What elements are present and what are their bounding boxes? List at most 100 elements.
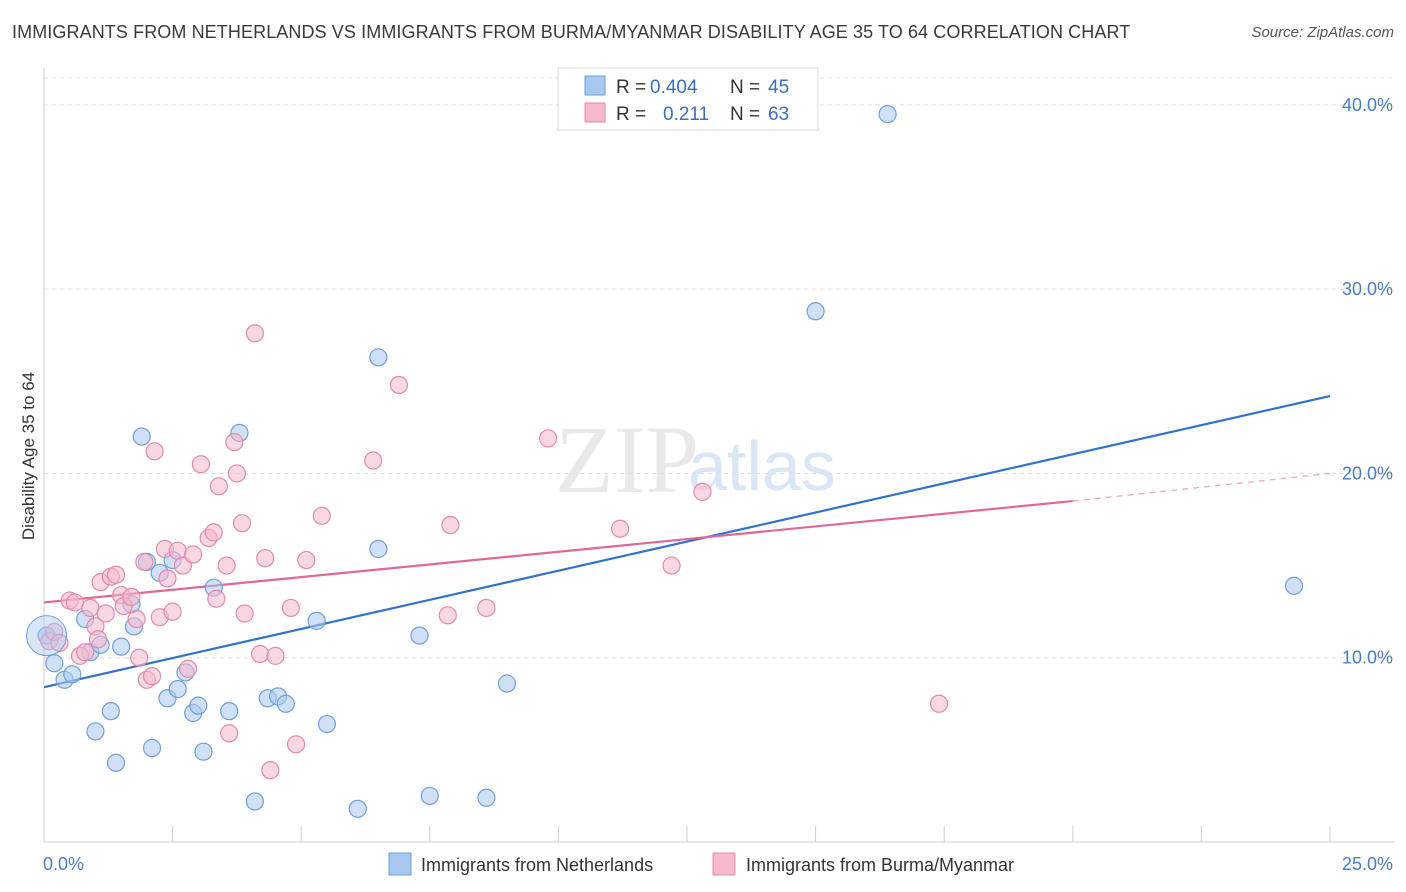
point-burma [127, 609, 146, 629]
point-burma [539, 429, 558, 448]
watermark: ZIP atlas [555, 406, 836, 513]
point-burma [438, 606, 457, 625]
point-netherlands [189, 696, 208, 715]
stats-legend-r-label-2: R = [616, 104, 646, 125]
point-netherlands [45, 654, 64, 673]
x-tick-label-min: 0.0% [43, 854, 84, 874]
trend-line-burma-extension [1072, 472, 1331, 502]
point-burma [364, 451, 383, 470]
point-netherlands [410, 626, 429, 645]
point-netherlands [1284, 576, 1304, 595]
chart-title: IMMIGRANTS FROM NETHERLANDS VS IMMIGRANT… [12, 22, 1131, 42]
point-burma [227, 464, 246, 483]
point-burma [441, 515, 460, 535]
point-netherlands [63, 665, 82, 684]
point-burma [281, 598, 301, 618]
point-burma [204, 523, 223, 542]
point-burma [145, 442, 164, 461]
point-burma [662, 556, 681, 575]
point-netherlands [369, 539, 388, 559]
point-burma [88, 630, 108, 649]
point-burma [286, 735, 306, 754]
point-netherlands [307, 611, 326, 630]
source-credit: Source: ZipAtlas.com [1251, 24, 1394, 41]
point-burma [232, 514, 252, 533]
point-burma [191, 455, 210, 474]
x-tick-label-max: 25.0% [1342, 854, 1393, 874]
point-burma [76, 643, 95, 662]
point-burma [207, 589, 226, 608]
point-netherlands [220, 702, 239, 721]
point-burma [693, 482, 712, 501]
point-burma [158, 569, 177, 588]
point-netherlands [86, 722, 105, 741]
point-burma [611, 519, 630, 538]
point-netherlands [132, 427, 151, 446]
point-burma [96, 604, 115, 623]
stats-legend-n-label-2: N = [730, 104, 760, 125]
point-netherlands [101, 702, 120, 721]
point-burma [477, 598, 496, 618]
point-netherlands [369, 348, 388, 367]
y-tick-label: 40.0% [1342, 95, 1393, 115]
watermark-atlas: atlas [688, 427, 836, 505]
point-burma [106, 565, 126, 584]
watermark-zip: ZIP [555, 406, 699, 513]
point-burma [81, 598, 100, 618]
point-burma [266, 646, 285, 665]
point-burma [297, 550, 316, 570]
point-burma [142, 667, 162, 686]
point-burma [163, 602, 182, 621]
y-tick-label: 10.0% [1342, 648, 1393, 668]
point-burma [929, 694, 949, 713]
point-netherlands [348, 799, 367, 818]
point-burma [178, 659, 198, 678]
stats-legend: R = 0.404 N = 45 R = 0.211 N = 63 [557, 67, 819, 131]
series-legend-label-burma: Immigrants from Burma/Myanmar [746, 855, 1014, 875]
stats-legend-n-label-1: N = [730, 77, 760, 98]
point-netherlands [497, 674, 517, 693]
point-burma [250, 644, 270, 664]
point-burma [312, 506, 331, 525]
point-netherlands [276, 694, 295, 713]
point-burma [122, 587, 141, 607]
point-netherlands [477, 788, 496, 807]
series-legend-swatch-burma [712, 852, 736, 876]
point-burma [65, 593, 84, 612]
point-netherlands [245, 792, 265, 811]
point-burma [389, 375, 409, 395]
gridlines [44, 77, 1395, 659]
point-netherlands [106, 753, 126, 772]
point-netherlands [420, 786, 439, 806]
y-tick-label: 20.0% [1342, 463, 1393, 483]
series-legend-swatch-netherlands [388, 852, 412, 876]
point-burma [130, 648, 149, 667]
stats-legend-swatch-netherlands [584, 75, 606, 96]
point-netherlands-large [26, 615, 68, 657]
point-burma [220, 724, 239, 743]
stats-legend-r-label-1: R = [616, 77, 646, 98]
stats-legend-swatch-burma [584, 102, 606, 123]
y-tick-label: 30.0% [1342, 279, 1393, 299]
axes: 10.0% 20.0% 30.0% 40.0% 0.0% 25.0% [43, 68, 1395, 874]
series-legend-label-netherlands: Immigrants from Netherlands [421, 855, 653, 875]
point-netherlands [878, 104, 897, 124]
data-points [26, 104, 1304, 818]
point-burma [209, 477, 228, 496]
point-burma [184, 545, 203, 564]
point-burma [217, 556, 236, 575]
point-burma [245, 324, 265, 343]
point-netherlands [806, 302, 825, 321]
stats-legend-n-value-1: 45 [768, 77, 789, 98]
point-burma [225, 433, 244, 452]
stats-legend-r-value-1: 0.404 [650, 77, 698, 98]
point-burma [256, 549, 275, 568]
point-burma [235, 604, 254, 623]
stats-legend-r-value-2: 0.211 [663, 104, 709, 125]
trend-line-netherlands [43, 394, 1331, 689]
point-netherlands [168, 679, 187, 699]
point-netherlands [112, 637, 131, 656]
point-burma [261, 761, 280, 780]
stats-legend-n-value-2: 63 [768, 104, 789, 125]
